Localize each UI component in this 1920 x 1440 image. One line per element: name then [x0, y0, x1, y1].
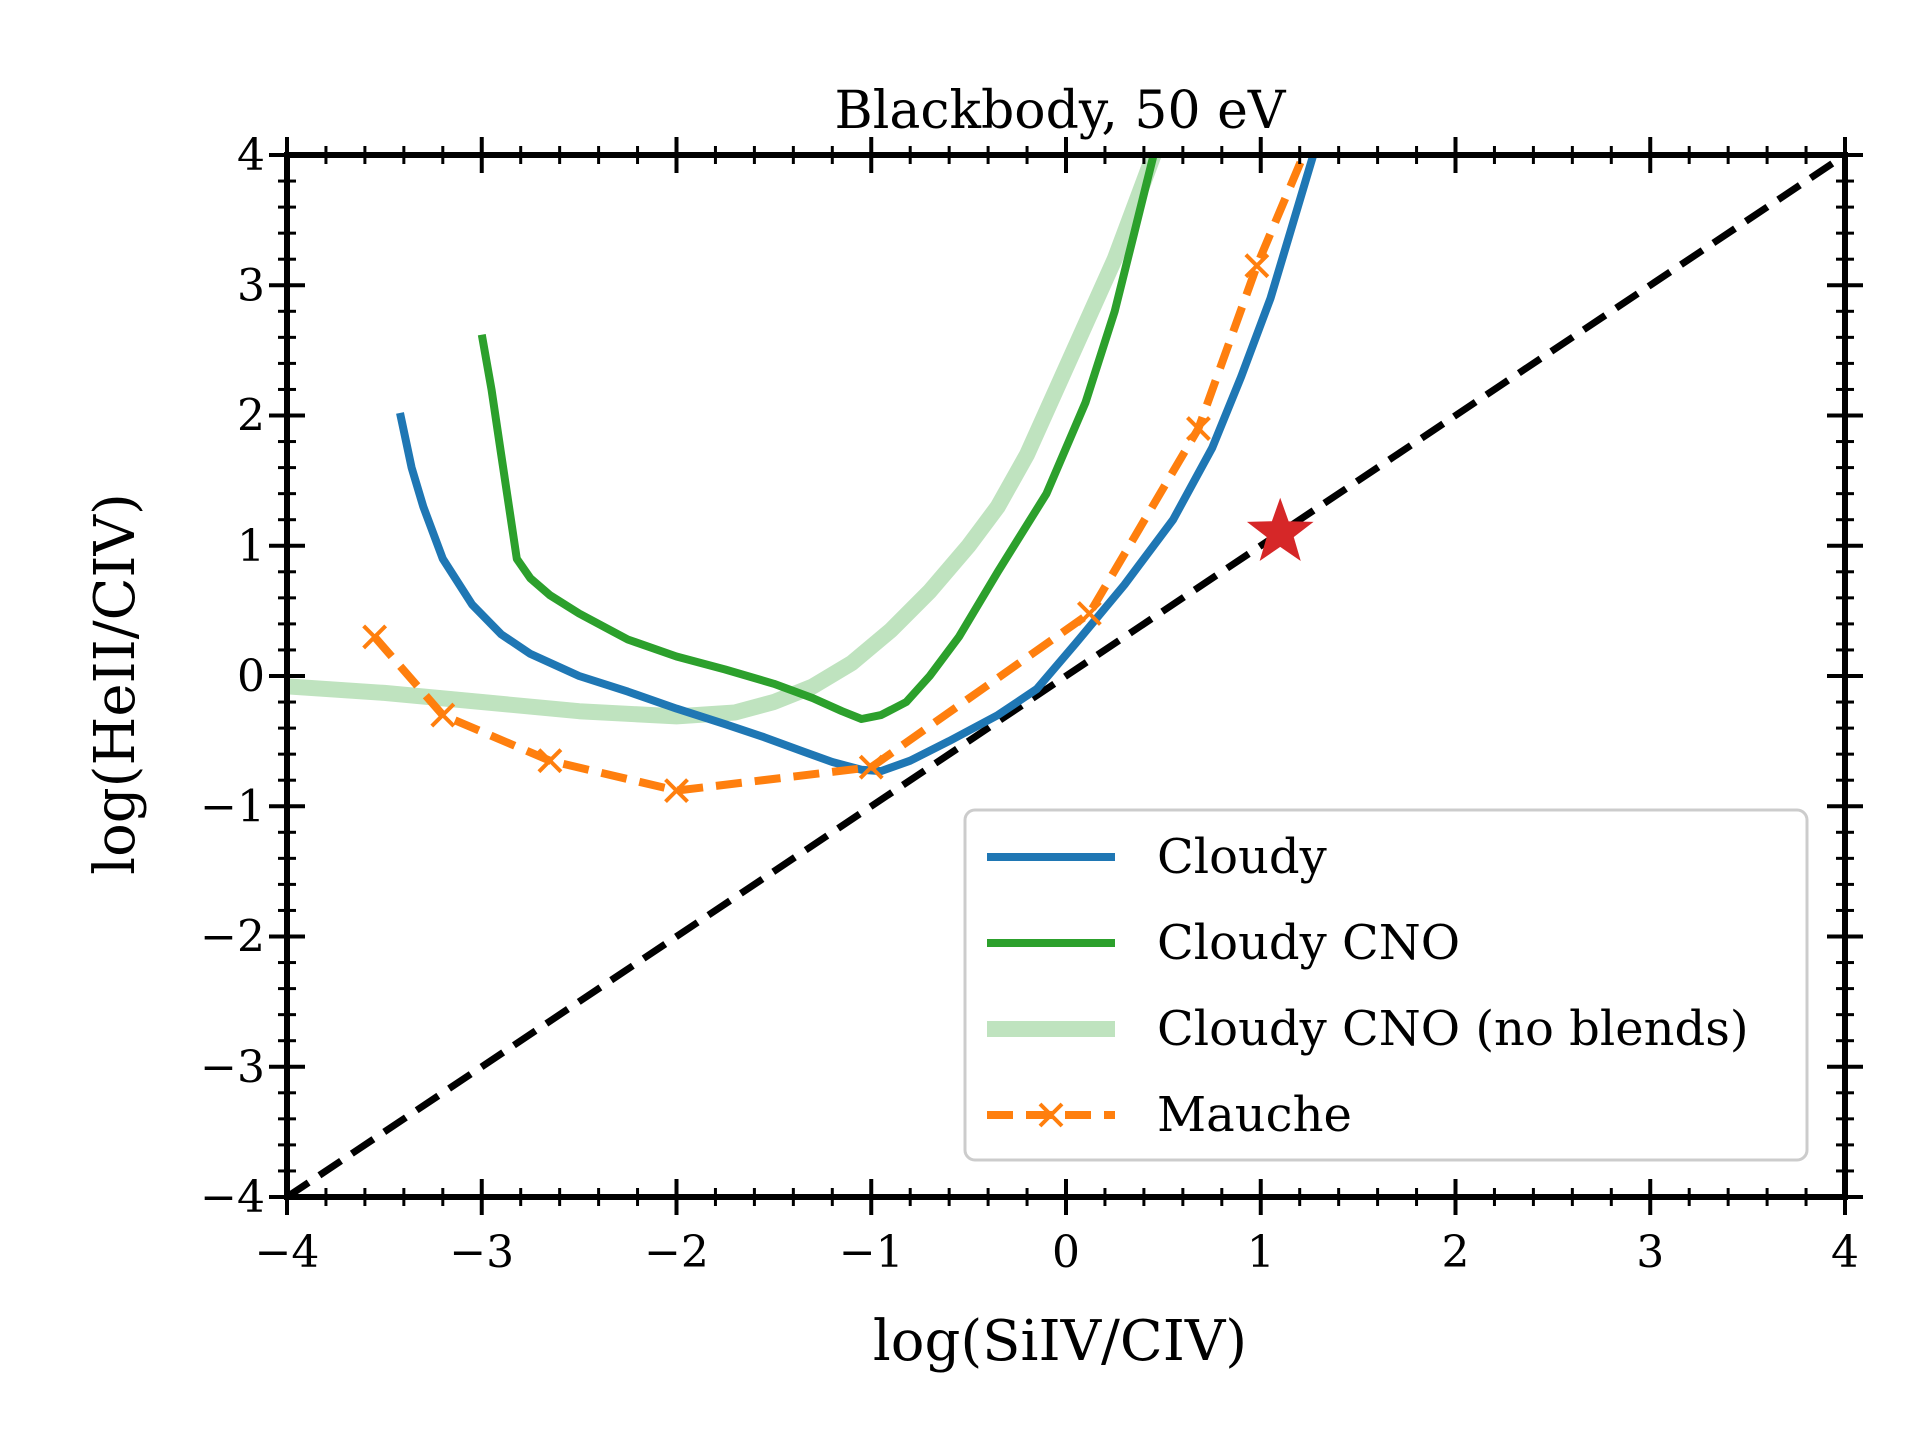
chart-title: Blackbody, 50 eV	[835, 81, 1287, 141]
star-marker	[1246, 497, 1314, 562]
x-tick-label: −4	[255, 1227, 320, 1278]
mauche-marker	[858, 754, 884, 780]
x-tick-label: −2	[644, 1227, 709, 1278]
series-line-cloudy	[396, 155, 1318, 776]
y-tick-label: 4	[237, 130, 265, 181]
mauche-marker	[1076, 601, 1102, 626]
y-tick-label: 3	[237, 260, 265, 311]
series-line-mauche	[371, 155, 1308, 795]
x-tick-label: −3	[449, 1227, 514, 1278]
mauche-marker	[1244, 253, 1270, 279]
mauche-marker	[362, 624, 388, 650]
mauche-marker	[537, 748, 563, 774]
legend-label: Mauche	[1157, 1087, 1352, 1143]
legend-box	[963, 808, 1809, 1162]
legend: Cloudy Cloudy CNO Cloudy CNO (no blends) Ma…	[963, 808, 1809, 1162]
legend-label: Cloudy	[1157, 829, 1327, 885]
legend-label: Cloudy CNO (no blends)	[1157, 1001, 1749, 1057]
x-tick-label: 3	[1636, 1227, 1664, 1278]
y-tick-label: 2	[237, 391, 265, 442]
y-tick-label: 0	[237, 651, 265, 702]
y-tick-label: −4	[200, 1172, 265, 1223]
series-line-cloudy-cno	[477, 155, 1158, 723]
series-layer	[287, 155, 1845, 1197]
x-tick-label: −1	[839, 1227, 904, 1278]
mauche-marker	[664, 778, 689, 804]
legend-label: Cloudy CNO	[1157, 915, 1460, 971]
x-axis-title: log(SiIV/CIV)	[873, 1309, 1247, 1374]
y-axis-title: log(HeII/CIV)	[83, 493, 148, 875]
mauche-marker	[1186, 416, 1211, 441]
mauche-marker	[430, 702, 456, 728]
x-tick-label: 0	[1052, 1227, 1080, 1278]
x-tick-label: 2	[1442, 1227, 1470, 1278]
x-tick-label: 4	[1831, 1227, 1859, 1278]
y-tick-label: −2	[200, 912, 265, 963]
y-tick-label: −1	[200, 781, 265, 832]
legend-marker	[1038, 1102, 1064, 1128]
series-line-cloudy-cno-no-blends	[287, 155, 1162, 725]
x-tick-label: 1	[1247, 1227, 1275, 1278]
y-tick-label: 1	[237, 521, 265, 572]
y-tick-label: −3	[200, 1042, 265, 1093]
axes: −4 −3 −2 −1 0 1 2 3 4 −4 −3 −2 −1 0 1 2 3 4	[200, 130, 1863, 1278]
reference-line	[287, 155, 1845, 1197]
